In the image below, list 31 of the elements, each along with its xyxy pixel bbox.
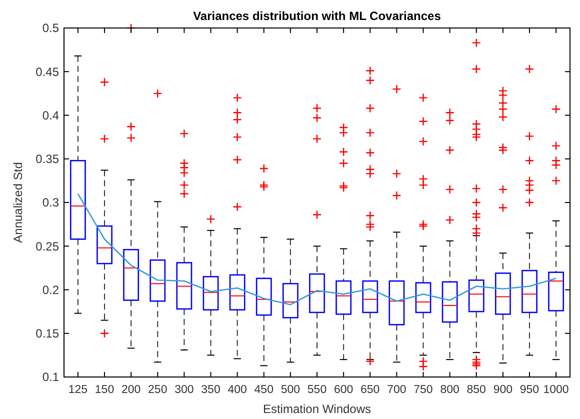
y-tick-label: 0.15 (36, 326, 60, 341)
x-tick-label: 350 (201, 384, 220, 396)
y-axis-title: Annualized Std (11, 162, 25, 243)
x-tick-label: 550 (307, 384, 327, 396)
x-tick-label: 125 (68, 384, 88, 396)
x-tick-label: 750 (414, 384, 433, 396)
x-tick-label: 800 (440, 384, 460, 396)
x-tick-label: 600 (334, 384, 354, 396)
x-tick-label: 200 (121, 384, 141, 396)
x-tick-label: 850 (466, 384, 486, 396)
x-tick-label: 300 (174, 384, 194, 396)
y-tick-label: 0.45 (36, 64, 60, 79)
y-tick-label: 0.1 (42, 370, 60, 384)
x-tick-label: 500 (280, 384, 300, 396)
y-tick-label: 0.25 (36, 239, 60, 254)
x-tick-label: 250 (148, 384, 168, 396)
x-tick-label: 1000 (543, 384, 569, 396)
y-tick-label: 0.2 (42, 282, 60, 297)
x-tick-label: 900 (493, 384, 513, 396)
y-tick-label: 0.35 (36, 152, 60, 166)
y-tick-label: 0.4 (42, 108, 60, 122)
x-tick-label: 400 (228, 384, 247, 396)
x-tick-label: 150 (94, 384, 114, 396)
y-tick-label: 0.5 (42, 21, 60, 36)
y-tick-label: 0.3 (42, 196, 60, 210)
chart-title: Variances distribution with ML Covariances (193, 9, 442, 23)
x-tick-label: 450 (254, 384, 274, 396)
x-tick-label: 700 (387, 384, 406, 396)
x-tick-label: 950 (520, 384, 540, 396)
x-axis-title: Estimation Windows (262, 402, 372, 416)
x-tick-label: 650 (360, 384, 380, 396)
